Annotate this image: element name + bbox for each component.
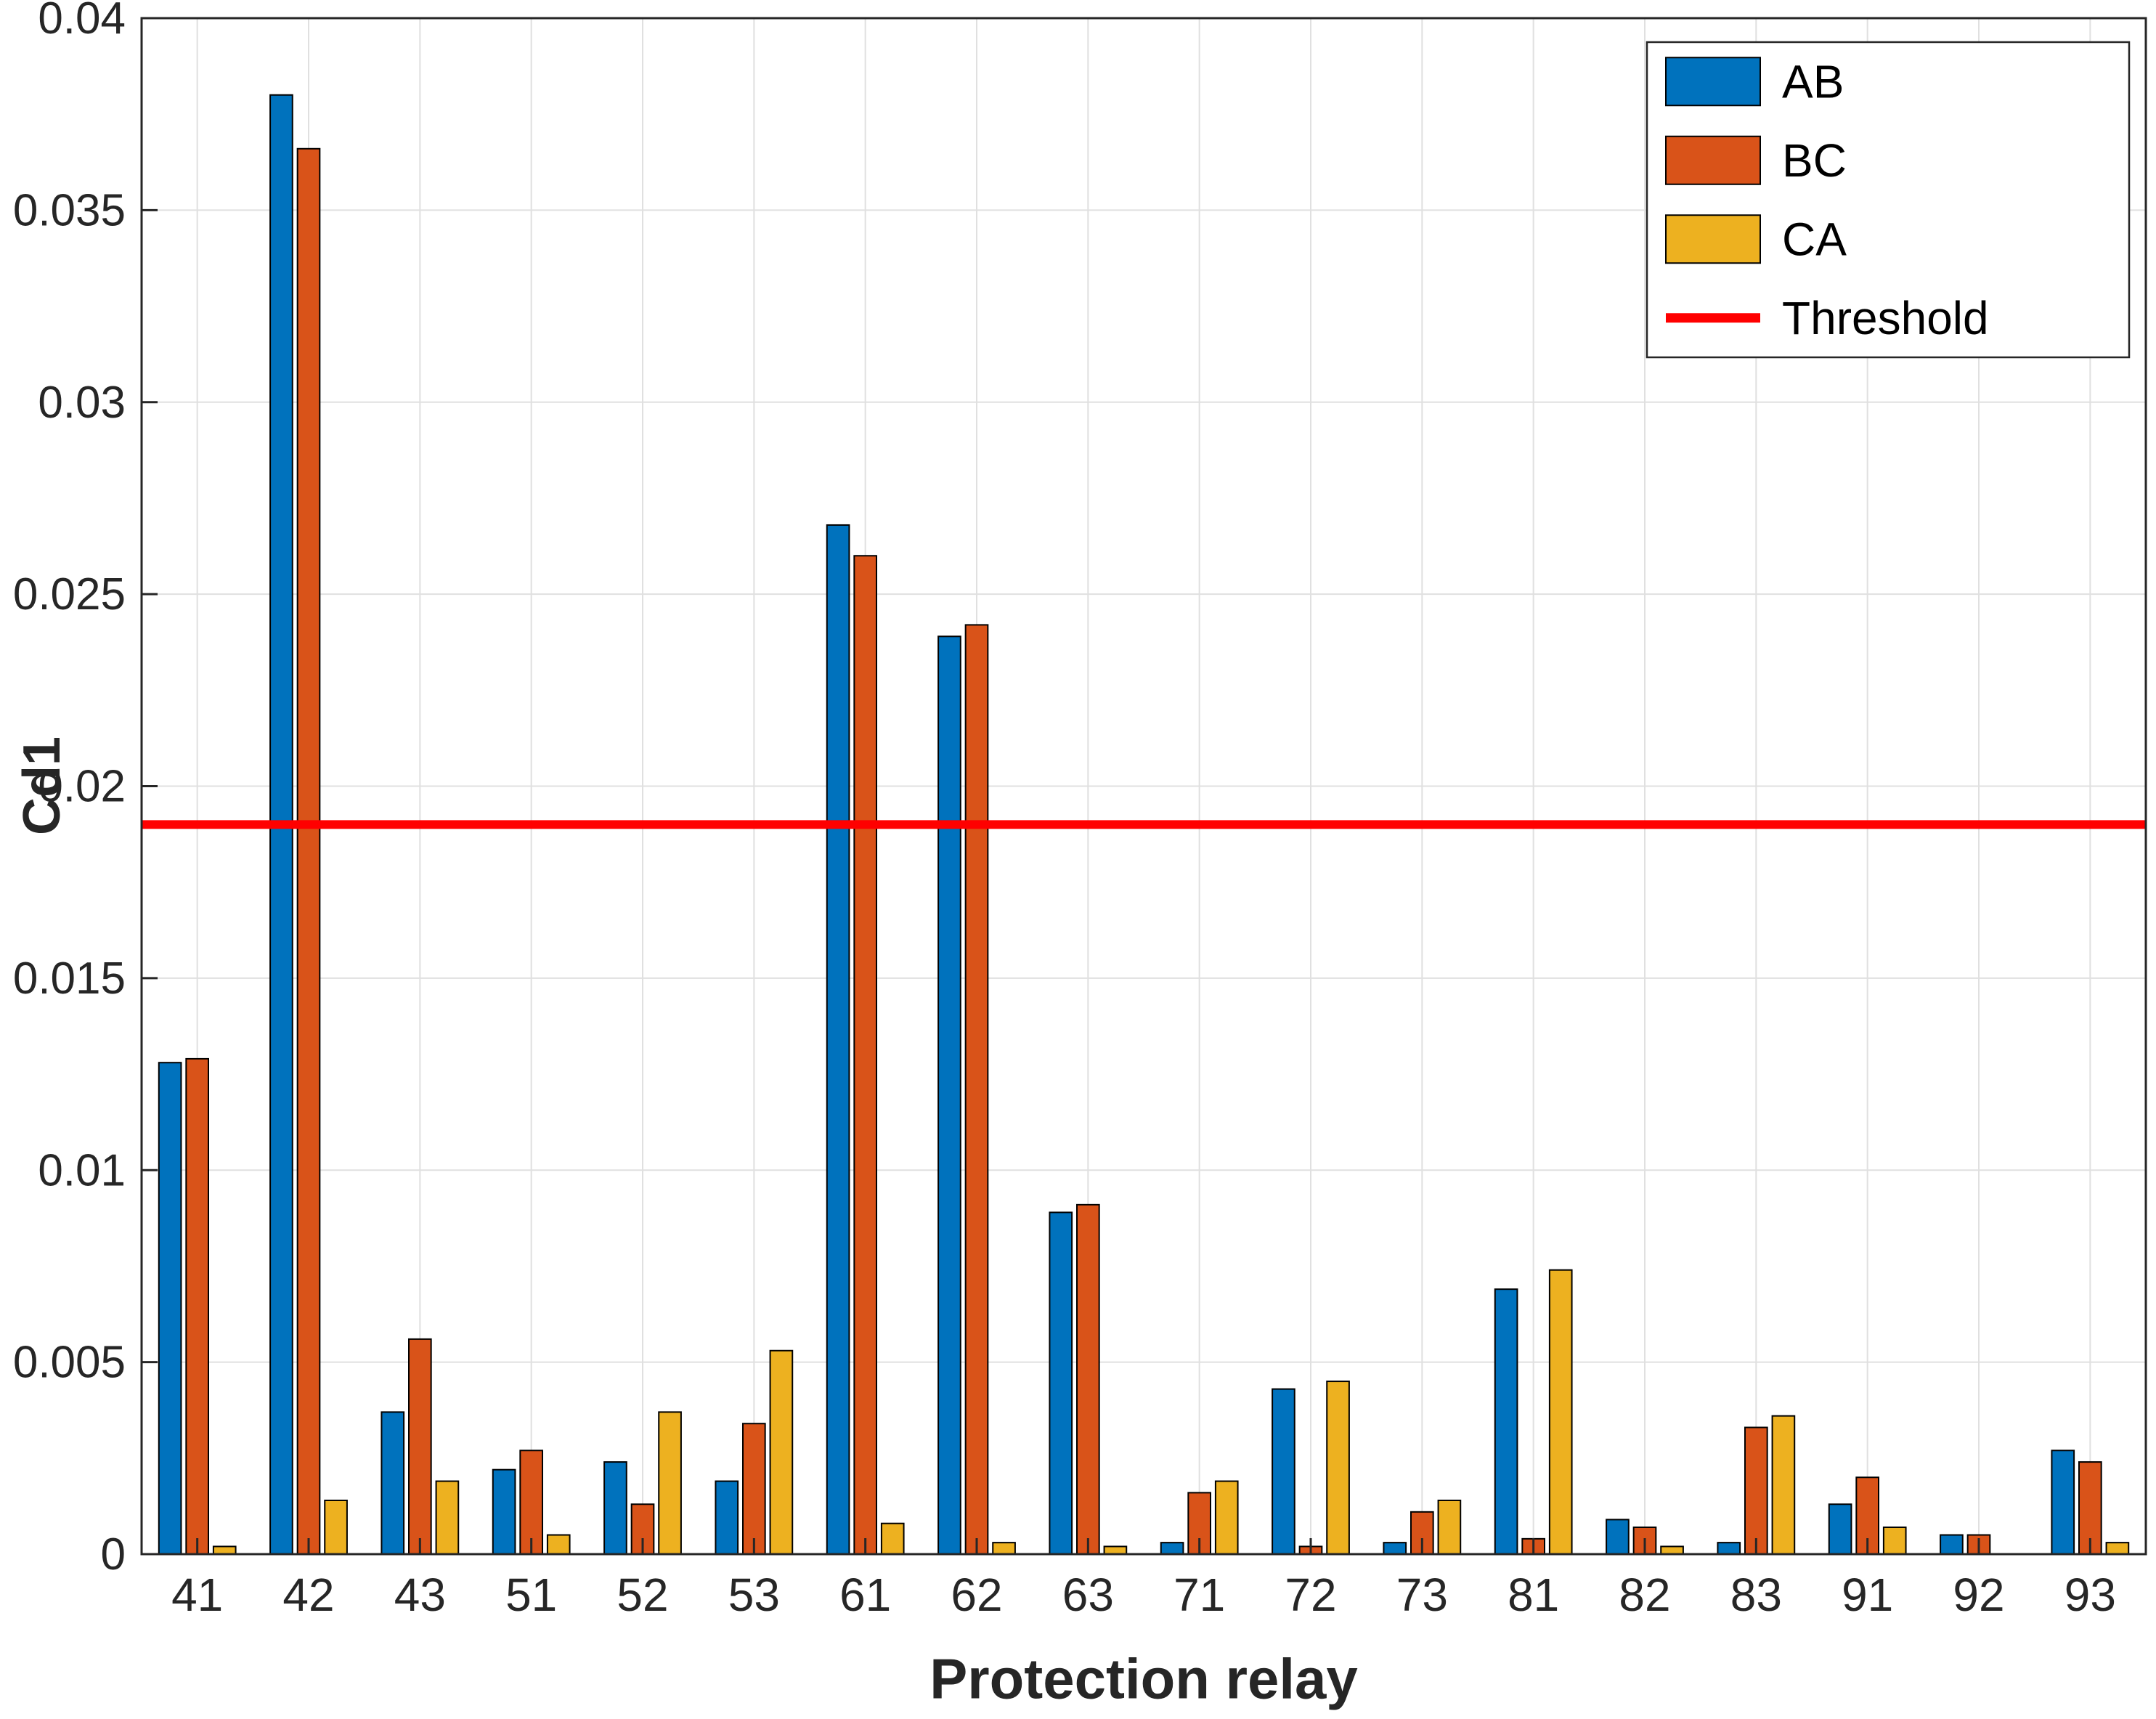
bar-AB-93 xyxy=(2051,1450,2075,1556)
bar-BC-61 xyxy=(853,555,878,1555)
x-tick-label: 63 xyxy=(1062,1569,1114,1621)
bar-BC-42 xyxy=(296,147,321,1555)
bar-BC-62 xyxy=(964,624,989,1555)
x-tick-label: 52 xyxy=(617,1569,668,1621)
x-tick-label: 41 xyxy=(171,1569,223,1621)
bar-CA-91 xyxy=(1882,1526,1907,1556)
x-tick-label: 82 xyxy=(1619,1569,1670,1621)
bar-CA-41 xyxy=(212,1545,237,1556)
x-tick-label: 81 xyxy=(1508,1569,1559,1621)
y-tick-label: 0.04 xyxy=(38,0,126,44)
bar-AB-81 xyxy=(1494,1288,1518,1555)
x-tick-label: 61 xyxy=(839,1569,891,1621)
bar-BC-63 xyxy=(1076,1203,1100,1556)
bar-CA-72 xyxy=(1326,1381,1350,1555)
y-tick-label: 0.01 xyxy=(38,1145,126,1195)
bar-AB-91 xyxy=(1828,1503,1852,1555)
bar-CA-42 xyxy=(324,1499,348,1556)
bar-CA-61 xyxy=(880,1522,905,1555)
x-tick-label: 83 xyxy=(1730,1569,1782,1621)
y-tick-label: 0.005 xyxy=(13,1338,126,1388)
bar-CA-52 xyxy=(658,1411,682,1556)
bar-AB-53 xyxy=(715,1480,739,1555)
bar-BC-41 xyxy=(185,1057,210,1555)
y-tick-label: 0.02 xyxy=(38,762,126,812)
bar-CA-53 xyxy=(769,1349,794,1555)
bar-AB-63 xyxy=(1049,1211,1073,1555)
bar-AB-43 xyxy=(381,1411,405,1556)
y-tick-label: 0.025 xyxy=(13,569,126,619)
bar-AB-83 xyxy=(1717,1542,1741,1555)
y-tick-label: 0 xyxy=(101,1529,126,1580)
bar-CA-43 xyxy=(435,1480,460,1555)
bar-BC-43 xyxy=(408,1338,432,1556)
y-axis-label: Cd1 xyxy=(13,736,71,836)
legend-label-BC: BC xyxy=(1782,134,1847,187)
legend-swatch-AB xyxy=(1665,57,1761,107)
bar-CA-82 xyxy=(1660,1545,1684,1556)
bar-CA-62 xyxy=(992,1542,1016,1555)
bar-CA-51 xyxy=(546,1534,571,1555)
x-tick-label: 73 xyxy=(1396,1569,1448,1621)
bar-CA-73 xyxy=(1437,1499,1462,1556)
bar-AB-62 xyxy=(937,635,961,1555)
x-tick-label: 42 xyxy=(282,1569,334,1621)
y-tick-label: 0.015 xyxy=(13,954,126,1004)
x-tick-label: 93 xyxy=(2065,1569,2116,1621)
bar-CA-83 xyxy=(1771,1415,1796,1556)
bar-CA-63 xyxy=(1103,1545,1128,1556)
legend-label-CA: CA xyxy=(1782,213,1847,265)
bar-AB-52 xyxy=(603,1461,627,1555)
bar-CA-71 xyxy=(1214,1480,1239,1555)
y-tick-label: 0.035 xyxy=(13,185,126,235)
x-tick-label: 51 xyxy=(505,1569,557,1621)
bar-AB-71 xyxy=(1160,1542,1184,1555)
bar-BC-53 xyxy=(742,1423,766,1555)
x-tick-label: 92 xyxy=(1953,1569,2004,1621)
bar-BC-83 xyxy=(1744,1426,1768,1555)
x-tick-label: 62 xyxy=(951,1569,1002,1621)
legend-swatch-CA xyxy=(1665,214,1761,264)
bar-AB-82 xyxy=(1606,1519,1630,1556)
bar-AB-72 xyxy=(1272,1388,1295,1555)
legend-swatch-BC xyxy=(1665,135,1761,185)
x-tick-label: 72 xyxy=(1285,1569,1336,1621)
legend-label-Threshold: Threshold xyxy=(1782,292,1989,344)
x-axis-label: Protection relay xyxy=(929,1646,1358,1711)
bar-AB-51 xyxy=(492,1468,516,1556)
y-tick-label: 0.03 xyxy=(38,378,126,428)
x-tick-label: 53 xyxy=(728,1569,780,1621)
bar-AB-41 xyxy=(158,1062,182,1555)
x-tick-label: 71 xyxy=(1173,1569,1225,1621)
x-tick-label: 91 xyxy=(1842,1569,1893,1621)
bar-AB-61 xyxy=(826,524,850,1556)
bar-AB-73 xyxy=(1383,1542,1407,1555)
legend-label-AB: AB xyxy=(1782,55,1844,107)
bar-CA-93 xyxy=(2105,1542,2130,1555)
x-tick-label: 43 xyxy=(394,1569,446,1621)
bar-AB-92 xyxy=(1940,1534,1964,1555)
bar-CA-81 xyxy=(1548,1269,1573,1555)
